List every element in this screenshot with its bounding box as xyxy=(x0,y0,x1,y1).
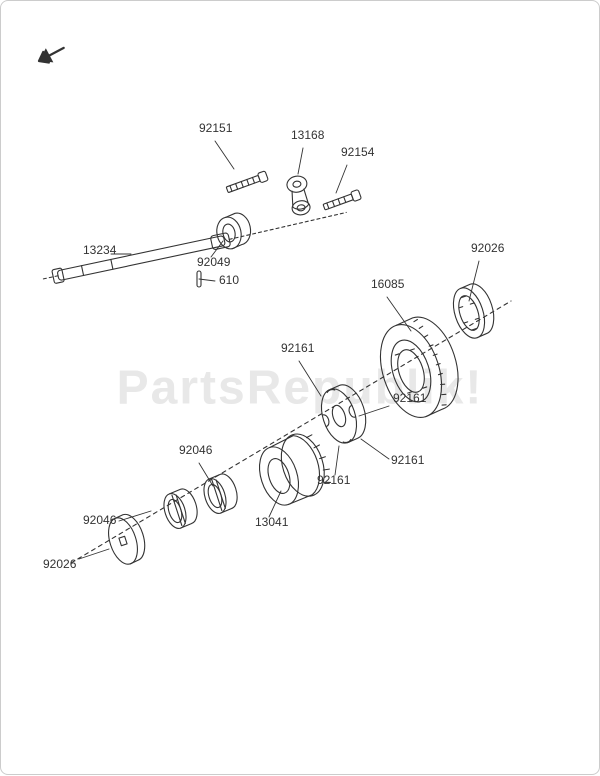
callout-92161-d: 92161 xyxy=(391,453,424,467)
part-bolt-92154 xyxy=(322,189,361,211)
callout-92161-c: 92161 xyxy=(317,473,350,487)
diagram-svg xyxy=(1,1,600,776)
callout-13041: 13041 xyxy=(255,515,288,529)
callout-610: 610 xyxy=(219,273,239,287)
part-bearing-92046-b xyxy=(160,486,202,531)
leader-lines xyxy=(79,141,479,559)
callout-92049: 92049 xyxy=(197,255,230,269)
callout-92026-b: 92026 xyxy=(43,557,76,571)
callout-16085: 16085 xyxy=(371,277,404,291)
callout-92154: 92154 xyxy=(341,145,374,159)
part-bearing-92046-a xyxy=(200,471,242,516)
direction-arrow-icon xyxy=(33,41,67,69)
part-lever-13168 xyxy=(286,175,312,217)
part-hub-13041 xyxy=(251,427,336,510)
part-spacer-92026-right xyxy=(447,280,500,342)
callout-92161-b: 92161 xyxy=(393,391,426,405)
callout-92026: 92026 xyxy=(471,241,504,255)
callout-92046-b: 92046 xyxy=(83,513,116,527)
part-bolt-92151 xyxy=(225,171,268,195)
parts-diagram: PartsRepublik! xyxy=(0,0,600,775)
callout-92046-a: 92046 xyxy=(179,443,212,457)
callout-13234: 13234 xyxy=(83,243,116,257)
callout-92151: 92151 xyxy=(199,121,232,135)
callout-92161-a: 92161 xyxy=(281,341,314,355)
callout-13168: 13168 xyxy=(291,128,324,142)
